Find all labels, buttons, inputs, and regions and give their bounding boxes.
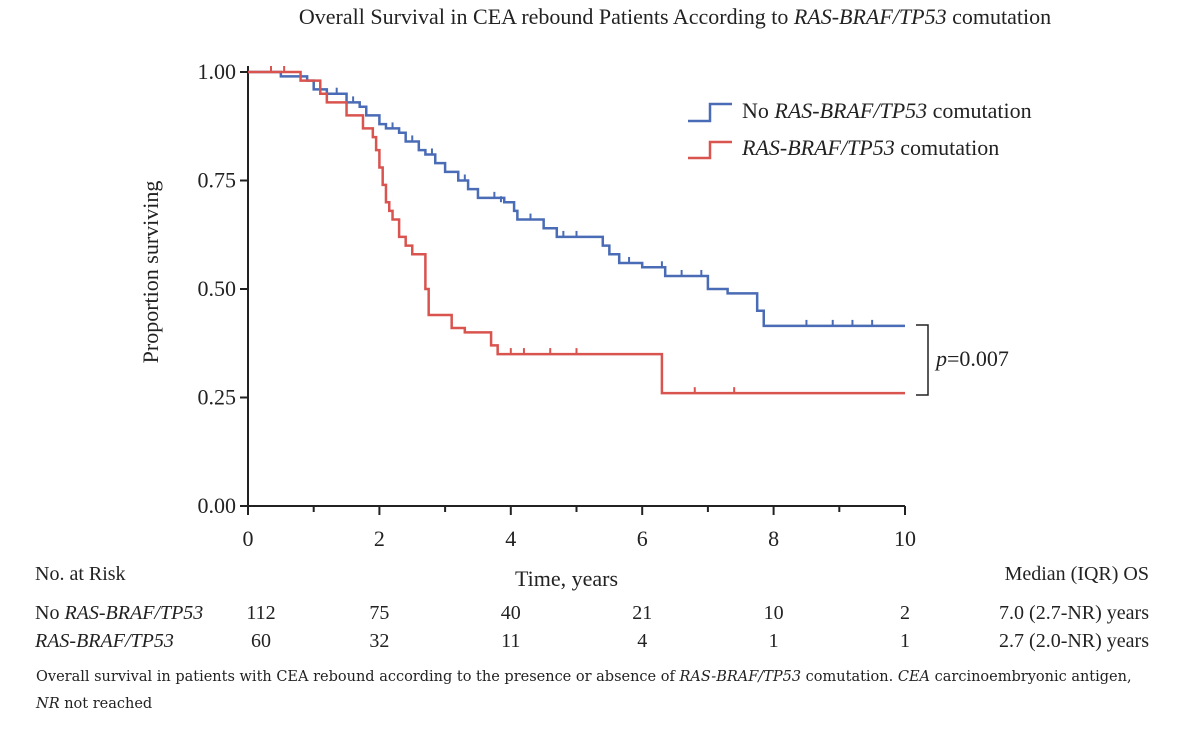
- survival-line-comutation: [248, 70, 905, 395]
- risk-count: 75: [369, 602, 389, 624]
- survival-chart: Overall Survival in CEA rebound Patients…: [34, 4, 1149, 652]
- risk-count: 32: [369, 630, 389, 652]
- y-tick-label: 0.00: [198, 493, 237, 518]
- x-tick-label: 6: [637, 526, 648, 551]
- risk-values: 112 75 40 21 10 260 32 11 4 1 1: [246, 602, 910, 652]
- y-tick-label: 0.50: [198, 276, 237, 301]
- legend-line-comutation: [688, 140, 732, 160]
- risk-row-label-comutation: RAS-BRAF/TP53: [34, 630, 174, 652]
- risk-count: 60: [251, 630, 271, 652]
- risk-table: No. at Risk Median (IQR) OS No RAS-BRAF/…: [34, 563, 1149, 652]
- median-os-header: Median (IQR) OS: [1005, 563, 1149, 585]
- legend-label-comutation: RAS-BRAF/TP53 comutation: [741, 135, 999, 160]
- p-value-label: p=0.007: [934, 346, 1009, 371]
- risk-count: 2: [900, 602, 910, 624]
- figure-caption: Overall survival in patients with CEA re…: [36, 669, 1132, 712]
- y-tick-label: 1.00: [198, 59, 237, 84]
- survival-line-no-comutation: [248, 70, 905, 328]
- x-tick-label: 2: [374, 526, 385, 551]
- risk-count: 1: [900, 630, 910, 652]
- risk-count: 10: [764, 602, 784, 624]
- x-tick-label: 8: [768, 526, 779, 551]
- risk-count: 11: [501, 630, 520, 652]
- median-os-no-comutation: 7.0 (2.7-NR) years: [999, 602, 1149, 624]
- x-axis-label: Time, years: [515, 566, 618, 591]
- risk-count: 21: [632, 602, 652, 624]
- chart-title: Overall Survival in CEA rebound Patients…: [299, 4, 1051, 29]
- risk-count: 4: [637, 630, 647, 652]
- p-value-bracket: [916, 324, 929, 396]
- risk-table-header: No. at Risk: [35, 563, 126, 585]
- x-tick-label: 4: [505, 526, 516, 551]
- y-tick-label: 0.75: [198, 168, 237, 193]
- y-axis-label: Proportion surviving: [138, 181, 163, 364]
- survival-curves: [248, 66, 905, 395]
- legend-label-no-comutation: No RAS-BRAF/TP53 comutation: [742, 98, 1032, 123]
- risk-count: 1: [769, 630, 779, 652]
- y-tick-label: 0.25: [198, 385, 237, 410]
- x-tick-label: 10: [894, 526, 916, 551]
- legend-line-no-comutation: [688, 102, 732, 123]
- legend: No RAS-BRAF/TP53 comutation RAS-BRAF/TP5…: [688, 98, 1032, 160]
- x-tick-label: 0: [243, 526, 254, 551]
- risk-row-label-no-comutation: No RAS-BRAF/TP53: [35, 602, 203, 624]
- risk-count: 112: [246, 602, 275, 624]
- plot-axes: 0.00 0.25 0.50 0.75 1.00 0 2 4 6 8 10 Time, years Pr…: [138, 59, 916, 591]
- risk-count: 40: [501, 602, 521, 624]
- median-os-comutation: 2.7 (2.0-NR) years: [999, 630, 1149, 652]
